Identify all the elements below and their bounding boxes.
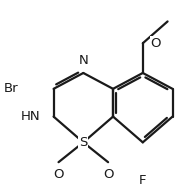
Text: Br: Br	[3, 82, 18, 95]
Text: O: O	[151, 37, 161, 50]
Text: O: O	[53, 168, 64, 181]
Text: O: O	[103, 168, 113, 181]
Text: N: N	[79, 54, 88, 67]
Text: S: S	[79, 136, 88, 149]
Text: F: F	[139, 174, 146, 187]
Text: HN: HN	[21, 110, 41, 123]
